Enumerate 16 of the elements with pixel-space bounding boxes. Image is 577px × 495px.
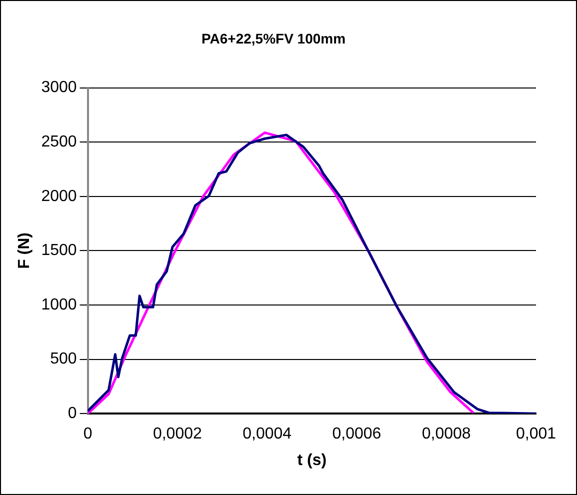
y-tick-label: 2500 (41, 134, 77, 151)
y-tick-label: 3000 (41, 79, 77, 96)
y-tick-label: 1500 (41, 242, 77, 260)
x-tick-label: 0,0008 (422, 426, 471, 443)
y-tick-label: 2000 (41, 188, 77, 205)
y-axis-title: F (N) (16, 232, 34, 269)
x-axis-title: t (s) (297, 452, 327, 469)
chart-title: PA6+22,5%FV 100mm (201, 30, 346, 46)
x-tick-label: 0,0004 (242, 426, 292, 443)
x-tick-label: 0,0002 (152, 426, 202, 443)
y-tick-label: 1000 (41, 296, 77, 314)
y-tick-label: 0 (68, 405, 77, 422)
y-tick-label: 500 (50, 350, 77, 368)
x-tick-label: 0,001 (516, 426, 556, 443)
x-tick-label: 0 (83, 426, 92, 443)
x-tick-label: 0,0006 (332, 426, 382, 443)
